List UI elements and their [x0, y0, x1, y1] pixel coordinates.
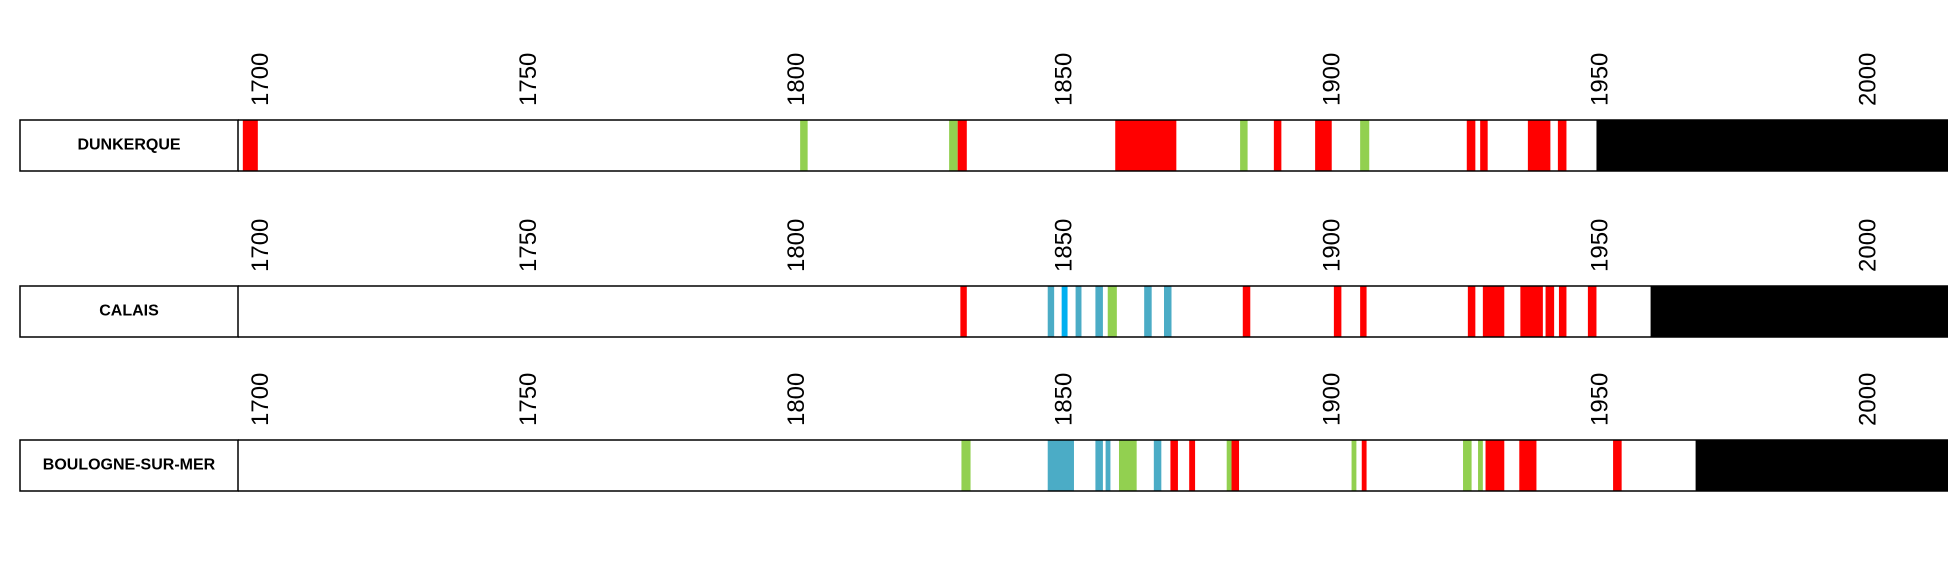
x-tick-label: 1700 [247, 373, 274, 426]
x-tick-label: 1950 [1587, 373, 1614, 426]
x-tick-label: 2000 [1855, 53, 1882, 106]
event-segment [1242, 286, 1251, 337]
event-segment [1095, 286, 1103, 337]
event-segment [1587, 286, 1597, 337]
event-segment [1527, 120, 1551, 171]
event-segment [1650, 286, 1948, 337]
x-tick-label: 1900 [1319, 219, 1346, 272]
x-tick-label: 2000 [1855, 373, 1882, 426]
event-segment [1226, 440, 1232, 491]
event-segment [1153, 440, 1162, 491]
event-segment [1075, 286, 1082, 337]
event-segment [1047, 286, 1055, 337]
x-tick-label: 1750 [515, 373, 542, 426]
event-segment [1107, 286, 1117, 337]
event-segment [1118, 440, 1137, 491]
event-segment [1613, 440, 1622, 491]
x-tick-label: 1800 [783, 53, 810, 106]
event-segment [957, 120, 967, 171]
event-segment [800, 120, 808, 171]
event-segment [1557, 120, 1567, 171]
event-segment [1061, 286, 1068, 337]
event-segment [1315, 120, 1332, 171]
event-segment [1095, 440, 1103, 491]
event-segment [1351, 440, 1357, 491]
event-segment [1360, 286, 1367, 337]
event-segment [949, 120, 958, 171]
x-tick-label: 1800 [783, 373, 810, 426]
event-segment [1047, 440, 1074, 491]
event-segment [1231, 440, 1240, 491]
x-tick-label: 1700 [247, 53, 274, 106]
event-segment [1170, 440, 1178, 491]
event-segment [1164, 286, 1172, 337]
row-label: CALAIS [99, 303, 159, 320]
x-tick-label: 1850 [1051, 53, 1078, 106]
row-label-box [19, 439, 239, 492]
row-label-box [19, 119, 239, 172]
x-tick-label: 1750 [515, 219, 542, 272]
row-label: DUNKERQUE [77, 137, 180, 154]
event-segment [1545, 286, 1555, 337]
x-tick-label: 1950 [1587, 219, 1614, 272]
event-segment [1558, 286, 1567, 337]
event-segment [1240, 120, 1248, 171]
x-tick-label: 1850 [1051, 219, 1078, 272]
event-segment [1467, 286, 1476, 337]
event-segment [1333, 286, 1342, 337]
event-segment [1463, 440, 1472, 491]
x-tick-label: 2000 [1855, 219, 1882, 272]
event-segment [1520, 286, 1543, 337]
event-segment [1105, 440, 1111, 491]
event-segment [1189, 440, 1196, 491]
event-segment [1144, 286, 1152, 337]
event-segment [1466, 120, 1476, 171]
x-tick-label: 1800 [783, 219, 810, 272]
x-tick-label: 1700 [247, 219, 274, 272]
x-tick-label: 1950 [1587, 53, 1614, 106]
x-tick-label: 1750 [515, 53, 542, 106]
row-label: BOULOGNE-SUR-MER [43, 457, 216, 474]
event-segment [961, 440, 971, 491]
event-segment [960, 286, 967, 337]
event-segment [1485, 440, 1505, 491]
event-segment [1480, 120, 1488, 171]
event-segment [1478, 440, 1483, 491]
event-segment [1482, 286, 1505, 337]
event-segment [1360, 120, 1370, 171]
row-label-box [19, 285, 239, 338]
event-segment [242, 120, 258, 171]
event-segment [1695, 440, 1948, 491]
event-segment [1596, 120, 1948, 171]
event-segment [1115, 120, 1177, 171]
event-segment [1519, 440, 1537, 491]
x-tick-label: 1900 [1319, 373, 1346, 426]
event-segment [1361, 440, 1367, 491]
x-tick-label: 1850 [1051, 373, 1078, 426]
x-tick-label: 1900 [1319, 53, 1346, 106]
event-segment [1273, 120, 1282, 171]
